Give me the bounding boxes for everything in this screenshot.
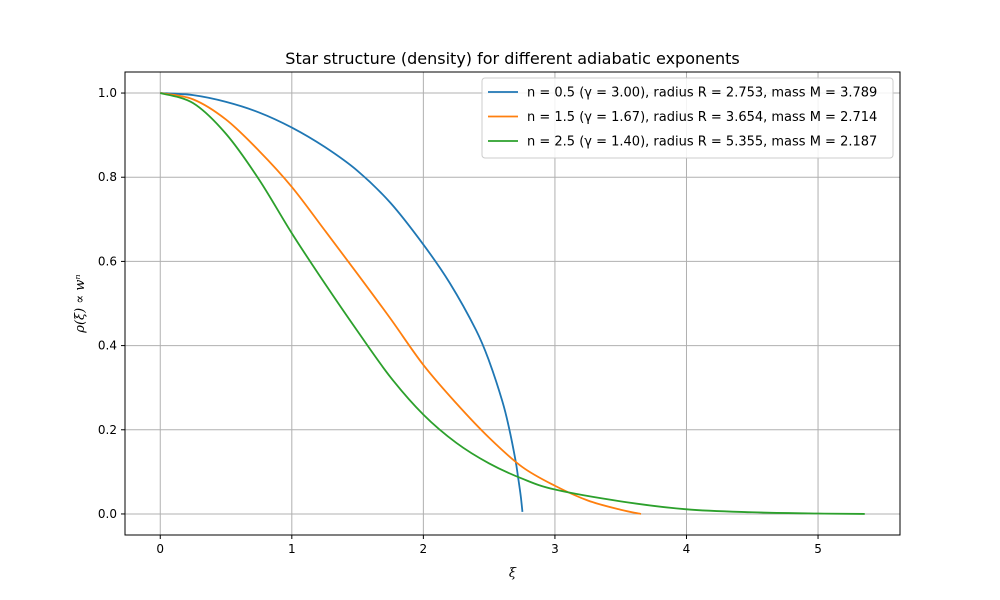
plot-frame <box>124 71 901 536</box>
x-axis-label: ξ <box>509 566 517 581</box>
legend: n = 0.5 (γ = 3.00), radius R = 2.753, ma… <box>481 77 894 159</box>
x-tick-label: 3 <box>551 542 559 556</box>
y-tick-label: 0.8 <box>98 170 117 184</box>
chart-title: Star structure (density) for different a… <box>285 49 739 68</box>
legend-entry-2: n = 1.5 (γ = 1.67), radius R = 3.654, ma… <box>527 110 877 125</box>
grid-lines <box>125 72 900 535</box>
legend-entry-3: n = 2.5 (γ = 1.40), radius R = 5.355, ma… <box>527 135 877 150</box>
x-tick-label: 4 <box>683 542 691 556</box>
series-lines <box>159 92 865 515</box>
x-tick-label: 1 <box>288 542 296 556</box>
legend-box <box>481 77 894 159</box>
x-tick-label: 5 <box>814 542 822 556</box>
x-tick-label: 0 <box>156 542 164 556</box>
y-tick-label: 0.4 <box>98 339 117 353</box>
y-axis-label: ρ(ξ) ∝ wⁿ <box>73 274 88 333</box>
y-tick-label: 1.0 <box>98 86 117 100</box>
x-tick-label: 2 <box>420 542 428 556</box>
x-axis-ticks: 0 1 2 3 4 5 <box>156 535 822 556</box>
y-tick-label: 0.2 <box>98 423 117 437</box>
legend-entry-1: n = 0.5 (γ = 3.00), radius R = 2.753, ma… <box>527 86 877 101</box>
y-tick-label: 0.6 <box>98 254 117 268</box>
series-line-3 <box>159 92 865 515</box>
y-tick-label: 0.0 <box>98 507 117 521</box>
y-axis-ticks: 0.0 0.2 0.4 0.6 0.8 1.0 <box>98 86 125 521</box>
